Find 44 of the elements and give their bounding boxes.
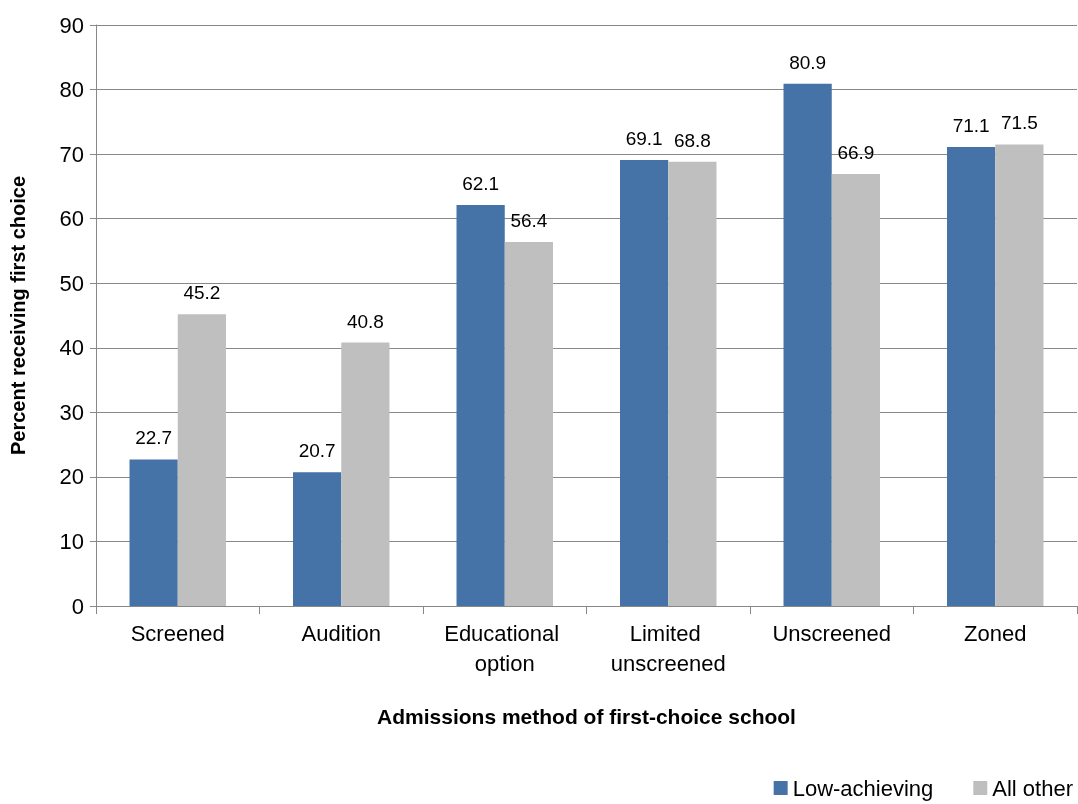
data-label: 62.1 xyxy=(462,173,500,195)
data-label: 71.1 xyxy=(952,115,990,137)
legend-label: Low-achieving xyxy=(792,775,934,801)
x-tick-label: Zoned xyxy=(964,620,1027,646)
bar xyxy=(668,161,717,606)
data-label: 71.5 xyxy=(1000,112,1038,134)
data-label: 40.8 xyxy=(346,310,384,332)
x-tick-label: Unscreened xyxy=(772,620,892,646)
y-tick-label: 40 xyxy=(59,335,84,361)
x-axis-title: Admissions method of first-choice school xyxy=(377,705,796,728)
bar xyxy=(129,459,178,606)
bar xyxy=(995,144,1044,606)
data-label: 80.9 xyxy=(789,51,827,73)
legend-label: All other xyxy=(992,775,1074,801)
data-label: 56.4 xyxy=(510,209,548,231)
y-tick-label: 50 xyxy=(59,270,84,296)
y-tick-label: 20 xyxy=(59,464,84,490)
y-tick-label: 10 xyxy=(59,528,84,554)
bar xyxy=(947,147,996,606)
y-tick-label: 30 xyxy=(59,399,84,425)
y-tick-label: 70 xyxy=(59,141,84,167)
data-label: 69.1 xyxy=(625,127,663,149)
data-label: 66.9 xyxy=(837,142,875,164)
data-label: 20.7 xyxy=(298,440,336,462)
bar xyxy=(293,472,342,606)
data-label: 22.7 xyxy=(135,427,173,449)
x-tick-label: Audition xyxy=(301,620,382,646)
x-tick-label: Limited unscreened xyxy=(610,620,726,676)
bar xyxy=(831,174,880,606)
y-tick-label: 0 xyxy=(71,593,84,619)
bar xyxy=(783,83,832,606)
bar xyxy=(177,314,226,606)
bar xyxy=(504,241,553,606)
y-axis-title: Percent receiving first choice xyxy=(7,175,29,456)
bar xyxy=(620,159,669,606)
data-label: 45.2 xyxy=(183,282,221,304)
y-tick-label: 80 xyxy=(59,77,84,103)
bar xyxy=(341,342,390,606)
y-tick-label: 60 xyxy=(59,206,84,232)
x-tick-label: Educational option xyxy=(444,620,566,676)
data-label: 68.8 xyxy=(673,129,711,151)
bar xyxy=(456,205,505,606)
y-tick-label: 90 xyxy=(59,12,84,38)
x-tick-label: Screened xyxy=(130,620,225,646)
